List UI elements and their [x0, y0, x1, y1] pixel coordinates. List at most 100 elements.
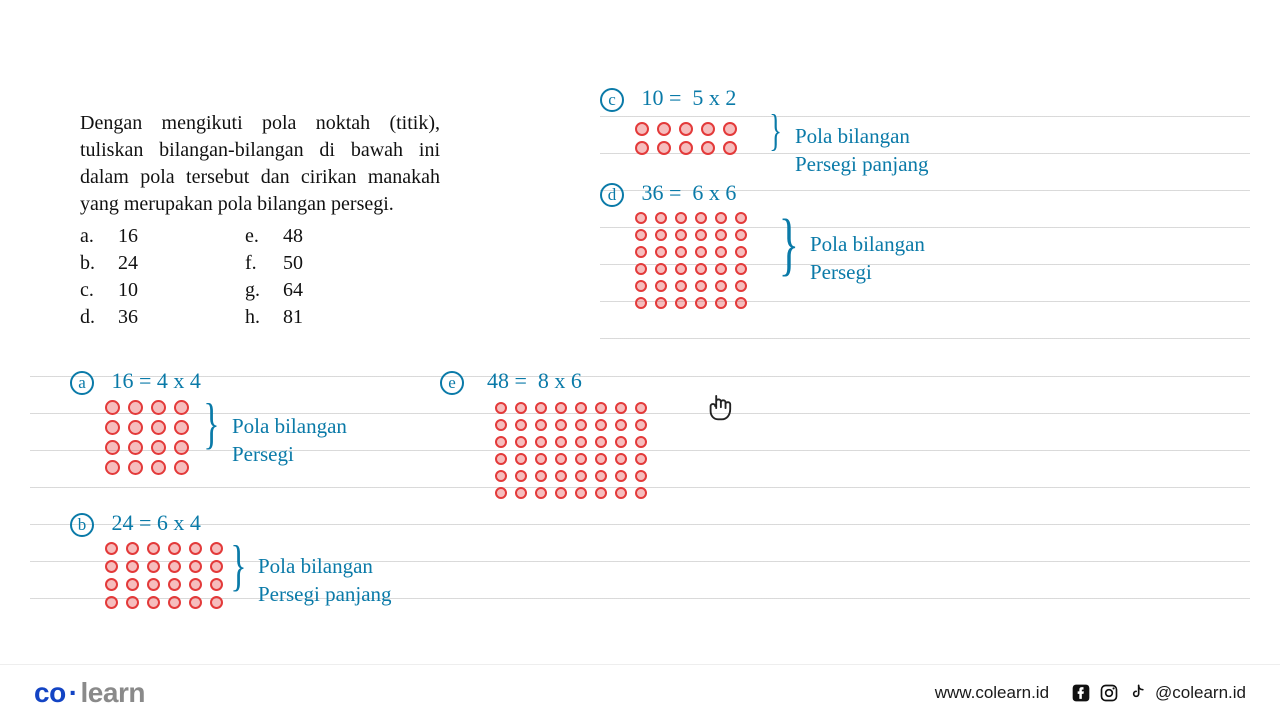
dot — [635, 229, 647, 241]
answer-e-label: e — [440, 371, 464, 395]
dot — [635, 402, 647, 414]
dot — [595, 419, 607, 431]
dot — [174, 440, 189, 455]
answer-a-eq: a 16 = 4 x 4 — [70, 368, 201, 395]
brand-logo: co·learn — [34, 677, 145, 709]
dot — [675, 263, 687, 275]
dot — [151, 420, 166, 435]
option-h-value: 81 — [283, 306, 303, 329]
dot — [147, 542, 160, 555]
dot — [168, 542, 181, 555]
dot — [515, 470, 527, 482]
dot — [695, 229, 707, 241]
answer-c-eq-right: 5 x 2 — [692, 85, 736, 110]
dot — [189, 596, 202, 609]
dot — [515, 402, 527, 414]
dot — [105, 400, 120, 415]
dot — [495, 470, 507, 482]
page: Dengan mengikuti pola noktah (titik), tu… — [0, 0, 1280, 720]
option-b-value: 24 — [118, 252, 138, 275]
dot — [555, 402, 567, 414]
dot — [535, 419, 547, 431]
dot — [174, 460, 189, 475]
dot — [555, 436, 567, 448]
dot — [210, 578, 223, 591]
dot — [735, 280, 747, 292]
dot — [655, 297, 667, 309]
dot — [105, 460, 120, 475]
answer-a-eq-left: 16 = — [112, 368, 152, 393]
dot — [105, 560, 118, 573]
answer-b-label: b — [70, 513, 94, 537]
answer-d-eq: d 36 = 6 x 6 — [600, 180, 736, 207]
note-line-2: Persegi panjang — [258, 580, 392, 608]
dot — [635, 453, 647, 465]
dot — [615, 402, 627, 414]
dot — [695, 297, 707, 309]
dot — [555, 470, 567, 482]
answer-a-eq-right: 4 x 4 — [157, 368, 201, 393]
dot — [655, 246, 667, 258]
dot — [615, 470, 627, 482]
dot — [679, 122, 693, 136]
dot — [495, 419, 507, 431]
pointer-cursor-icon — [705, 392, 733, 426]
dot — [701, 122, 715, 136]
dot — [515, 436, 527, 448]
dot — [151, 460, 166, 475]
dot — [675, 297, 687, 309]
dot — [715, 229, 727, 241]
option-e-value: 48 — [283, 225, 303, 248]
dot — [615, 453, 627, 465]
dot — [735, 297, 747, 309]
answer-b-dots — [105, 542, 223, 609]
answer-d-label: d — [600, 183, 624, 207]
dot — [595, 453, 607, 465]
dot — [675, 246, 687, 258]
answer-c-dots — [635, 122, 737, 155]
answer-d-note: Pola bilangan Persegi — [810, 230, 925, 287]
answer-b-eq-left: 24 = — [112, 510, 152, 535]
dot — [147, 578, 160, 591]
dot — [105, 440, 120, 455]
dot — [535, 453, 547, 465]
dot — [174, 420, 189, 435]
option-g-value: 64 — [283, 279, 303, 302]
dot — [655, 263, 667, 275]
dot — [595, 402, 607, 414]
dot — [635, 212, 647, 224]
dot — [495, 436, 507, 448]
dot — [128, 460, 143, 475]
dot — [635, 246, 647, 258]
dot — [615, 436, 627, 448]
answer-a-label: a — [70, 371, 94, 395]
dot — [174, 400, 189, 415]
dot — [675, 212, 687, 224]
option-c-value: 10 — [118, 279, 138, 302]
dot — [128, 400, 143, 415]
dot — [679, 141, 693, 155]
dot — [535, 402, 547, 414]
dot — [635, 297, 647, 309]
dot — [147, 596, 160, 609]
note-line-1: Pola bilangan — [232, 412, 347, 440]
note-line-2: Persegi — [232, 440, 347, 468]
dot — [515, 453, 527, 465]
dot — [635, 280, 647, 292]
dot — [126, 596, 139, 609]
note-line-2: Persegi panjang — [795, 150, 929, 178]
option-f-value: 50 — [283, 252, 303, 275]
question-text: Dengan mengikuti pola noktah (titik), tu… — [80, 110, 440, 218]
note-line-1: Pola bilangan — [810, 230, 925, 258]
dot — [657, 141, 671, 155]
answer-b-note: Pola bilangan Persegi panjang — [258, 552, 392, 609]
dot — [210, 542, 223, 555]
option-d-value: 36 — [118, 306, 138, 329]
answer-c-eq: c 10 = 5 x 2 — [600, 85, 736, 112]
footer-handle: @colearn.id — [1155, 683, 1246, 703]
dot — [635, 470, 647, 482]
answer-c-label: c — [600, 88, 624, 112]
dot — [695, 263, 707, 275]
dot — [189, 578, 202, 591]
option-f: f.50 — [245, 252, 410, 275]
